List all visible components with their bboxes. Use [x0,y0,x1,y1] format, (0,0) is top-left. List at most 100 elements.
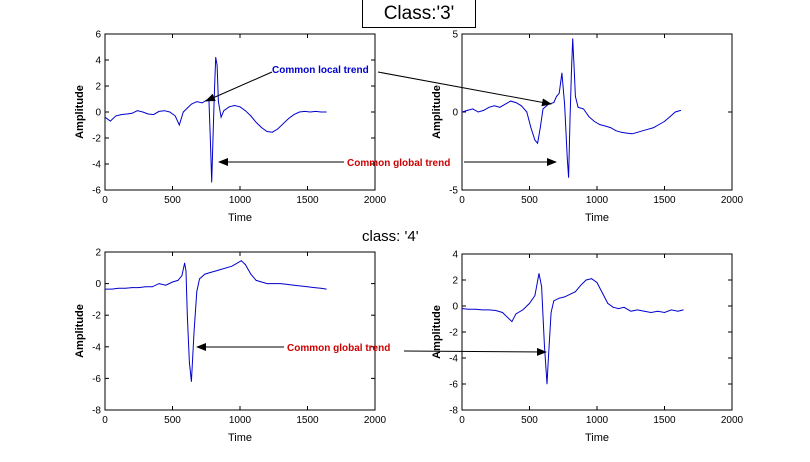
data-point [461,111,463,113]
data-point [515,102,517,104]
data-point [212,137,214,139]
data-point [104,116,106,118]
data-point [250,273,252,275]
data-point [300,285,302,287]
data-point [529,303,530,304]
data-point [642,130,644,132]
data-point [538,273,540,274]
data-point [191,103,192,105]
data-point [615,130,617,132]
y-axis-label: Amplitude [431,85,443,139]
data-point [593,120,595,122]
data-point [483,110,484,111]
data-point [647,128,649,130]
data-point [546,383,548,385]
data-point [664,312,665,313]
x-tick-label: 1000 [229,415,252,426]
plot-frame [461,253,733,411]
data-point [618,308,619,309]
x-tick-label: 1000 [586,415,609,426]
data-point [623,306,625,308]
data-point [104,288,106,290]
data-point [607,303,609,304]
y-tick-label: 0 [95,108,101,119]
data-point [630,310,632,312]
data-point [272,131,273,133]
data-point [299,111,300,113]
data-point [543,344,545,346]
x-axis-label: Time [228,212,252,224]
data-point [215,270,217,272]
data-point [472,108,474,110]
data-point [550,312,552,313]
data-point [118,287,119,289]
data-point [602,292,603,294]
data-point [220,268,222,270]
data-point [499,106,501,108]
data-point [185,270,187,272]
data-point [504,103,506,105]
data-point [670,309,672,311]
data-point [568,177,570,178]
data-point [307,286,308,288]
data-point [201,102,203,104]
data-point [580,284,582,286]
data-point [658,124,660,125]
data-point [502,312,503,313]
local-trend-label: Common local trend [272,65,369,76]
x-tick-label: 2000 [721,415,744,426]
data-point [286,283,288,285]
data-point [239,106,241,108]
data-point [542,108,544,110]
x-tick-label: 2000 [721,195,744,206]
data-point [461,308,463,309]
x-tick-label: 500 [521,415,538,426]
data-point [320,111,322,113]
data-point [575,291,576,293]
data-point [534,139,536,141]
data-point [526,111,528,113]
data-point [477,111,479,113]
x-tick-label: 1500 [653,195,676,206]
x-tick-label: 500 [164,415,181,426]
y-tick-label: 2 [95,82,101,93]
y-tick-label: -8 [92,406,101,417]
data-point [126,113,127,115]
global-trend-top-label: Common global trend [347,158,450,169]
x-tick-label: 1000 [586,195,609,206]
class-3-title: Class:'3' [362,0,476,28]
global-trend-bottom-label: Common global trend [287,343,390,354]
data-point [610,127,611,128]
data-point [147,113,149,115]
data-point [653,127,655,128]
data-point [245,264,246,266]
data-point [481,309,483,311]
data-point [186,314,188,316]
data-point [277,128,279,130]
data-point [683,309,684,311]
x-tick-label: 1500 [296,195,319,206]
y-tick-label: -4 [92,160,101,171]
data-point [585,279,587,281]
data-point [488,106,490,108]
data-point [626,132,628,134]
y-tick-label: 0 [452,302,458,313]
chart-class3-left: 0 500 1000 1500 2000 -6 -4 -2 0 2 4 6 Time Amplitude [74,30,387,225]
data-point [216,64,218,66]
data-point [213,92,215,93]
data-point [178,124,180,126]
data-point [637,309,638,311]
data-point [131,112,133,114]
data-point [326,288,327,290]
data-point [177,280,179,281]
x-tick-label: 0 [102,415,108,426]
data-point [522,309,524,311]
data-point [196,291,198,292]
y-tick-label: -2 [92,311,101,322]
data-point [196,101,198,102]
data-point [193,330,195,332]
data-point [313,287,315,288]
data-point [537,142,538,144]
data-point [558,297,560,299]
data-point [131,287,133,288]
